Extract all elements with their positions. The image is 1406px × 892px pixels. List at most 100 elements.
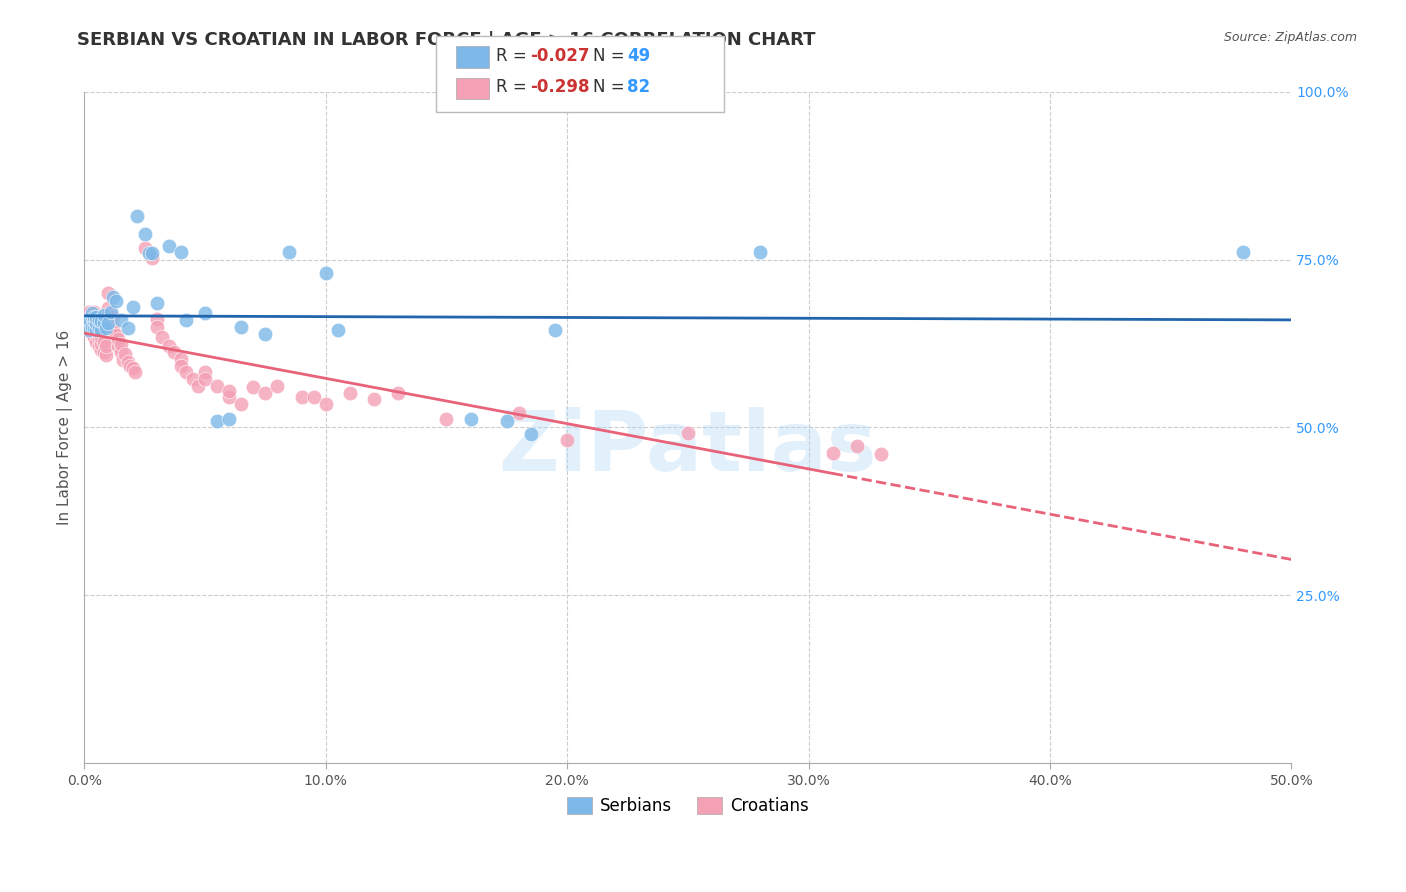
Point: [555, 433, 578, 447]
Point: [174, 313, 197, 327]
Point: [90, 336, 112, 351]
Point: [100, 321, 122, 335]
Point: [278, 244, 301, 259]
Text: SERBIAN VS CROATIAN IN LABOR FORCE | AGE > 16 CORRELATION CHART: SERBIAN VS CROATIAN IN LABOR FORCE | AGE…: [77, 31, 815, 49]
Point: [83, 330, 105, 344]
Point: [242, 380, 264, 394]
Point: [86, 323, 108, 337]
Point: [76, 311, 98, 326]
Point: [315, 266, 337, 280]
Text: -0.027: -0.027: [530, 47, 589, 65]
Point: [187, 379, 209, 393]
Point: [127, 209, 149, 223]
Point: [80, 310, 103, 324]
Point: [97, 286, 120, 301]
Point: [90, 323, 112, 337]
Point: [339, 385, 361, 400]
Point: [86, 310, 108, 324]
Point: [86, 334, 108, 349]
Point: [218, 390, 240, 404]
Point: [218, 384, 240, 398]
Text: ZiPatlas: ZiPatlas: [499, 407, 877, 488]
Point: [76, 313, 98, 327]
Point: [77, 305, 100, 319]
Point: [145, 296, 167, 310]
Point: [94, 338, 117, 352]
Point: [86, 317, 108, 331]
Point: [87, 318, 110, 333]
Point: [103, 321, 125, 335]
Point: [87, 332, 110, 346]
Point: [77, 313, 100, 327]
Point: [181, 372, 204, 386]
Point: [104, 294, 127, 309]
Point: [141, 246, 163, 260]
Point: [194, 372, 217, 386]
Point: [87, 321, 110, 335]
Point: [77, 314, 100, 328]
Point: [110, 313, 132, 327]
Point: [124, 366, 146, 380]
Point: [90, 330, 112, 344]
Point: [94, 321, 117, 335]
Text: Source: ZipAtlas.com: Source: ZipAtlas.com: [1223, 31, 1357, 45]
Point: [87, 313, 110, 327]
Point: [117, 355, 139, 369]
Point: [86, 313, 108, 327]
Point: [93, 308, 115, 322]
Text: N =: N =: [593, 47, 630, 65]
Point: [80, 313, 103, 327]
Point: [302, 390, 325, 404]
Point: [460, 412, 482, 426]
Point: [117, 321, 139, 335]
Point: [170, 351, 193, 366]
Point: [134, 241, 156, 255]
Point: [174, 366, 197, 380]
Point: [145, 319, 167, 334]
Point: [104, 327, 127, 342]
Text: R =: R =: [496, 78, 533, 96]
Point: [110, 345, 132, 359]
Point: [205, 379, 228, 393]
Point: [76, 317, 98, 331]
Point: [80, 319, 103, 334]
Point: [83, 314, 105, 328]
Point: [157, 239, 180, 253]
Point: [141, 252, 163, 266]
Point: [97, 301, 120, 315]
Point: [162, 345, 184, 359]
Y-axis label: In Labor Force | Age > 16: In Labor Force | Age > 16: [58, 330, 73, 525]
Point: [93, 345, 115, 359]
Point: [86, 319, 108, 334]
Point: [83, 310, 105, 324]
Point: [495, 414, 517, 428]
Point: [120, 359, 142, 373]
Point: [676, 425, 699, 440]
Point: [170, 359, 193, 373]
Text: N =: N =: [593, 78, 630, 96]
Point: [114, 346, 136, 360]
Point: [86, 326, 108, 341]
Point: [157, 338, 180, 352]
Point: [83, 305, 105, 319]
Point: [93, 317, 115, 331]
Point: [218, 412, 240, 426]
Point: [77, 310, 100, 324]
Point: [110, 336, 132, 351]
Point: [1232, 244, 1254, 259]
Point: [205, 414, 228, 428]
Point: [83, 321, 105, 335]
Point: [170, 244, 193, 259]
Point: [145, 311, 167, 326]
Point: [107, 332, 129, 346]
Point: [290, 390, 312, 404]
Point: [870, 447, 893, 461]
Point: [194, 306, 217, 320]
Point: [80, 326, 103, 341]
Point: [77, 323, 100, 337]
Point: [93, 334, 115, 349]
Point: [90, 323, 112, 337]
Point: [87, 338, 110, 352]
Point: [749, 244, 772, 259]
Point: [90, 343, 112, 358]
